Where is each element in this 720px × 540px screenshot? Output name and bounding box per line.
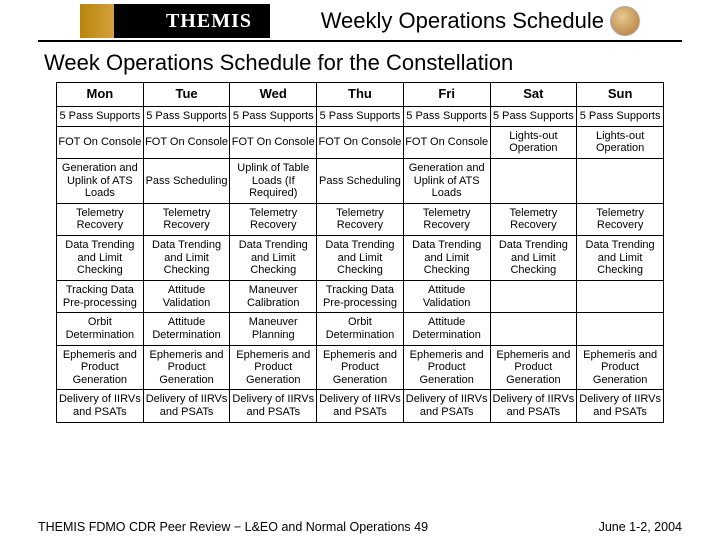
schedule-table: Mon Tue Wed Thu Fri Sat Sun 5 Pass Suppo… — [56, 82, 664, 423]
table-cell: Data Trending and Limit Checking — [490, 236, 577, 281]
table-cell: Attitude Determination — [403, 313, 490, 345]
table-cell: Maneuver Calibration — [230, 280, 317, 312]
table-cell: Data Trending and Limit Checking — [230, 236, 317, 281]
table-cell: Tracking Data Pre-processing — [57, 280, 144, 312]
col-tue: Tue — [143, 83, 230, 107]
table-cell: 5 Pass Supports — [403, 106, 490, 126]
table-cell — [577, 313, 664, 345]
table-cell: Orbit Determination — [57, 313, 144, 345]
table-cell: Data Trending and Limit Checking — [143, 236, 230, 281]
table-cell — [490, 280, 577, 312]
table-row: Telemetry RecoveryTelemetry RecoveryTele… — [57, 203, 664, 235]
table-cell: Orbit Determination — [317, 313, 404, 345]
table-cell: Telemetry Recovery — [317, 203, 404, 235]
table-cell: Delivery of IIRVs and PSATs — [577, 390, 664, 422]
table-cell: Attitude Determination — [143, 313, 230, 345]
table-cell: Data Trending and Limit Checking — [317, 236, 404, 281]
table-cell: Ephemeris and Product Generation — [403, 345, 490, 390]
table-header-row: Mon Tue Wed Thu Fri Sat Sun — [57, 83, 664, 107]
themis-logo: THEMIS — [80, 4, 270, 38]
table-cell: 5 Pass Supports — [490, 106, 577, 126]
table-cell: 5 Pass Supports — [317, 106, 404, 126]
page-subtitle: Week Operations Schedule for the Constel… — [0, 42, 720, 82]
table-cell: Attitude Validation — [403, 280, 490, 312]
table-row: Generation and Uplink of ATS LoadsPass S… — [57, 158, 664, 203]
table-cell: FOT On Console — [317, 126, 404, 158]
table-cell: Attitude Validation — [143, 280, 230, 312]
table-cell: FOT On Console — [230, 126, 317, 158]
table-cell: Ephemeris and Product Generation — [57, 345, 144, 390]
table-cell: Ephemeris and Product Generation — [490, 345, 577, 390]
table-cell: Data Trending and Limit Checking — [403, 236, 490, 281]
table-cell: Pass Scheduling — [143, 158, 230, 203]
table-cell: 5 Pass Supports — [577, 106, 664, 126]
table-cell: Delivery of IIRVs and PSATs — [143, 390, 230, 422]
table-row: Tracking Data Pre-processingAttitude Val… — [57, 280, 664, 312]
col-sat: Sat — [490, 83, 577, 107]
col-sun: Sun — [577, 83, 664, 107]
table-cell: Pass Scheduling — [317, 158, 404, 203]
table-cell: Generation and Uplink of ATS Loads — [57, 158, 144, 203]
table-cell: Ephemeris and Product Generation — [577, 345, 664, 390]
table-cell: Ephemeris and Product Generation — [230, 345, 317, 390]
table-cell: Delivery of IIRVs and PSATs — [57, 390, 144, 422]
table-cell: Ephemeris and Product Generation — [143, 345, 230, 390]
table-cell: Delivery of IIRVs and PSATs — [490, 390, 577, 422]
table-cell: Data Trending and Limit Checking — [57, 236, 144, 281]
table-row: FOT On ConsoleFOT On ConsoleFOT On Conso… — [57, 126, 664, 158]
table-body: 5 Pass Supports5 Pass Supports5 Pass Sup… — [57, 106, 664, 422]
table-cell: FOT On Console — [143, 126, 230, 158]
col-fri: Fri — [403, 83, 490, 107]
table-cell: Telemetry Recovery — [403, 203, 490, 235]
table-cell: FOT On Console — [403, 126, 490, 158]
table-cell: Delivery of IIRVs and PSATs — [230, 390, 317, 422]
table-cell: Ephemeris and Product Generation — [317, 345, 404, 390]
table-cell — [490, 313, 577, 345]
table-cell — [577, 280, 664, 312]
table-row: Delivery of IIRVs and PSATsDelivery of I… — [57, 390, 664, 422]
table-cell: 5 Pass Supports — [57, 106, 144, 126]
table-cell: Telemetry Recovery — [490, 203, 577, 235]
table-cell: FOT On Console — [57, 126, 144, 158]
table-row: Ephemeris and Product GenerationEphemeri… — [57, 345, 664, 390]
table-cell: Delivery of IIRVs and PSATs — [403, 390, 490, 422]
table-cell: Lights-out Operation — [490, 126, 577, 158]
table-cell: Delivery of IIRVs and PSATs — [317, 390, 404, 422]
table-cell: Tracking Data Pre-processing — [317, 280, 404, 312]
table-cell: Maneuver Planning — [230, 313, 317, 345]
table-cell: Generation and Uplink of ATS Loads — [403, 158, 490, 203]
table-cell: Lights-out Operation — [577, 126, 664, 158]
table-cell: Uplink of Table Loads (If Required) — [230, 158, 317, 203]
table-row: 5 Pass Supports5 Pass Supports5 Pass Sup… — [57, 106, 664, 126]
table-row: Data Trending and Limit CheckingData Tre… — [57, 236, 664, 281]
table-cell: Telemetry Recovery — [57, 203, 144, 235]
table-cell: 5 Pass Supports — [230, 106, 317, 126]
page-header: THEMIS Weekly Operations Schedule — [38, 0, 682, 42]
col-thu: Thu — [317, 83, 404, 107]
footer-right: June 1-2, 2004 — [599, 520, 682, 534]
page-title: Weekly Operations Schedule — [282, 8, 610, 34]
table-cell: 5 Pass Supports — [143, 106, 230, 126]
col-wed: Wed — [230, 83, 317, 107]
mascot-icon — [610, 6, 640, 36]
table-cell: Telemetry Recovery — [143, 203, 230, 235]
table-cell: Telemetry Recovery — [230, 203, 317, 235]
logo-text: THEMIS — [166, 10, 252, 33]
col-mon: Mon — [57, 83, 144, 107]
table-cell — [490, 158, 577, 203]
footer-left: THEMIS FDMO CDR Peer Review − L&EO and N… — [38, 520, 428, 534]
page-footer: THEMIS FDMO CDR Peer Review − L&EO and N… — [38, 520, 682, 534]
table-cell: Data Trending and Limit Checking — [577, 236, 664, 281]
schedule-table-container: Mon Tue Wed Thu Fri Sat Sun 5 Pass Suppo… — [0, 82, 720, 423]
table-cell: Telemetry Recovery — [577, 203, 664, 235]
table-cell — [577, 158, 664, 203]
table-row: Orbit DeterminationAttitude Determinatio… — [57, 313, 664, 345]
